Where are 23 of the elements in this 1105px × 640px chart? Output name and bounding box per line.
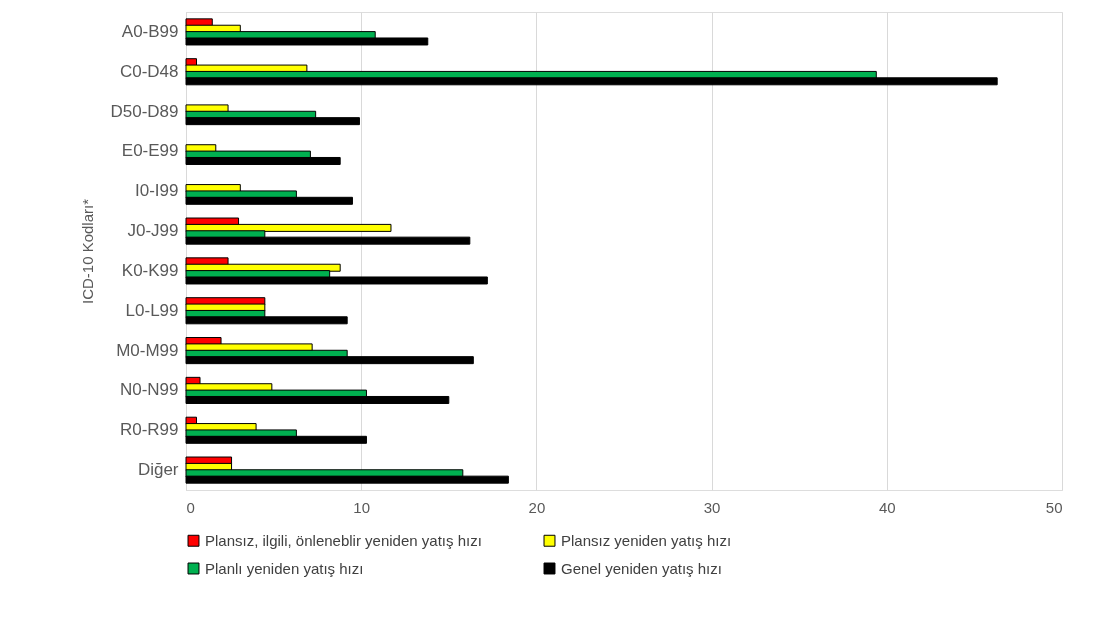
y-tick-label: L0-L99 [125, 300, 179, 320]
x-tick-label: 0 [186, 498, 195, 516]
y-tick-label: I0-I99 [135, 181, 179, 201]
legend-label: Genel yeniden yatış hızı [561, 559, 722, 577]
x-tick-label: 30 [703, 498, 721, 516]
y-tick-label: J0-J99 [127, 221, 179, 241]
y-tick-label: D50-D89 [110, 101, 179, 121]
y-tick-label: K0-K99 [121, 260, 179, 280]
y-tick-label: Diğer [137, 460, 179, 480]
x-tick-label: 20 [528, 498, 546, 516]
x-tick-label: 50 [1045, 498, 1063, 516]
y-tick-label: E0-E99 [121, 141, 179, 161]
legend-label: Plansız, ilgili, önleneblir yeniden yatış hızı [205, 531, 482, 549]
legend-label: Plansız yeniden yatış hızı [561, 531, 732, 549]
y-tick-label: N0-N99 [119, 380, 179, 400]
y-tick-label: A0-B99 [121, 21, 179, 41]
y-tick-label: R0-R99 [119, 420, 179, 440]
x-tick-label: 10 [353, 498, 371, 516]
y-tick-label: M0-M99 [116, 340, 179, 360]
y-axis-title: ICD-10 Kodları* [79, 198, 97, 305]
x-tick-label: 40 [878, 498, 896, 516]
legend-label: Planlı yeniden yatış hızı [205, 559, 364, 577]
y-tick-label: C0-D48 [119, 61, 179, 81]
